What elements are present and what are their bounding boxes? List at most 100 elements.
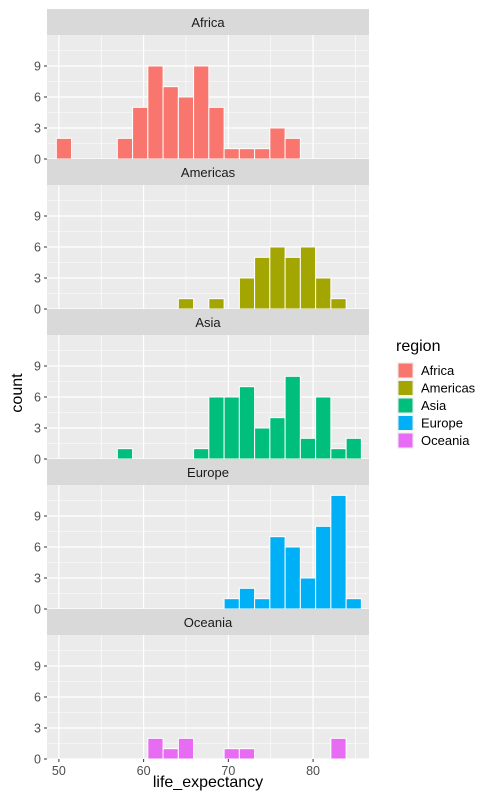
facet-strip-label: Americas (181, 165, 236, 180)
y-tick-label: 6 (34, 241, 41, 255)
y-tick-label: 6 (34, 91, 41, 105)
histogram-bar (254, 148, 271, 160)
y-tick-label: 9 (34, 510, 41, 524)
y-tick-label: 0 (34, 153, 41, 167)
x-tick-label: 80 (306, 764, 320, 778)
facet-strip-label: Asia (195, 315, 221, 330)
y-tick-label: 3 (34, 122, 41, 136)
histogram-bar (223, 148, 240, 160)
histogram-bar (238, 386, 256, 460)
histogram-bar (223, 598, 240, 610)
histogram-bar (162, 86, 179, 160)
facet-strip (47, 459, 369, 485)
legend-label: Africa (421, 363, 455, 378)
x-tick-label: 50 (52, 764, 66, 778)
facet-strip (47, 159, 369, 185)
facet-strip-label: Oceania (184, 615, 233, 630)
histogram-bar (208, 396, 225, 460)
histogram-bar (55, 137, 73, 160)
legend: region Africa Americas Asia Europe Oceania (396, 338, 476, 449)
histogram-bar (284, 546, 301, 610)
y-tick-label: 6 (34, 541, 41, 555)
legend-key (398, 398, 413, 413)
histogram-bar (299, 437, 317, 460)
histogram-bar (223, 396, 240, 460)
histogram-bar (330, 448, 347, 460)
histogram-bar (330, 494, 347, 610)
x-tick-label: 60 (137, 764, 151, 778)
legend-title: region (396, 338, 440, 355)
histogram-bar (330, 298, 347, 310)
histogram-bar (345, 437, 362, 460)
histogram-bar (254, 427, 271, 460)
y-tick-label: 3 (34, 722, 41, 736)
facet-strip (47, 609, 369, 635)
histogram-bar (315, 525, 332, 610)
histogram-bar (254, 256, 271, 310)
histogram-bar (116, 448, 134, 460)
histogram-bar (162, 748, 179, 760)
histogram-bar (254, 598, 271, 610)
facet-africa: Africa 0 3 6 9 (34, 9, 369, 167)
histogram-bar (269, 127, 286, 160)
y-tick-label: 0 (34, 753, 41, 767)
y-tick-label: 0 (34, 453, 41, 467)
histogram-bar (193, 65, 210, 160)
facet-panels: Africa 0 3 6 9 Americas 0 3 6 9 Asia 0 3 6 9 Europe 0 3 6 9… (34, 9, 369, 767)
y-tick-label: 9 (34, 360, 41, 374)
histogram-bar (147, 737, 164, 760)
histogram-bar (269, 536, 286, 610)
y-tick-label: 3 (34, 422, 41, 436)
histogram-bar (193, 448, 210, 460)
y-tick-label: 9 (34, 210, 41, 224)
legend-key (398, 381, 413, 395)
histogram-bar (116, 137, 134, 160)
y-axis-title: count (9, 373, 26, 413)
facet-americas: Americas 0 3 6 9 (34, 159, 369, 317)
y-tick-label: 3 (34, 272, 41, 286)
histogram-bar (238, 748, 256, 760)
facet-strip (47, 9, 369, 35)
histogram-bar (147, 65, 164, 160)
facet-oceania: Oceania 0 3 6 9 (34, 609, 369, 767)
histogram-bar (345, 598, 362, 610)
legend-label: Oceania (421, 433, 470, 448)
facet-strip (47, 309, 369, 335)
histogram-bar (284, 375, 301, 460)
legend-label: Europe (421, 416, 463, 431)
y-tick-label: 6 (34, 391, 41, 405)
y-tick-label: 3 (34, 572, 41, 586)
histogram-bar (177, 298, 195, 310)
histogram-bar (269, 417, 286, 460)
legend-key (398, 433, 413, 448)
legend-label: Asia (421, 398, 447, 413)
histogram-bar (238, 148, 256, 160)
histogram-bar (238, 587, 256, 610)
legend-label: Americas (421, 381, 476, 396)
histogram-bar (284, 256, 301, 310)
legend-key (398, 416, 413, 430)
histogram-bar (238, 277, 256, 310)
histogram-bar (177, 96, 195, 160)
histogram-bar (208, 106, 225, 160)
facet-strip-label: Africa (191, 15, 225, 30)
facet-europe: Europe 0 3 6 9 (34, 459, 369, 617)
facet-asia: Asia 0 3 6 9 (34, 309, 369, 467)
histogram-bar (223, 748, 240, 760)
y-tick-label: 0 (34, 303, 41, 317)
histogram-bar (315, 396, 332, 460)
y-tick-label: 9 (34, 660, 41, 674)
histogram-bar (330, 737, 347, 760)
x-tick-label: 70 (221, 764, 235, 778)
histogram-bar (269, 246, 286, 310)
x-axis: 50 60 70 80 (52, 759, 320, 778)
histogram-bar (132, 106, 149, 160)
y-tick-label: 0 (34, 603, 41, 617)
histogram-bar (284, 137, 301, 160)
y-tick-label: 6 (34, 691, 41, 705)
histogram-bar (177, 737, 195, 760)
x-axis-title: life_expectancy (153, 774, 263, 791)
histogram-bar (299, 246, 317, 310)
histogram-bar (208, 298, 225, 310)
